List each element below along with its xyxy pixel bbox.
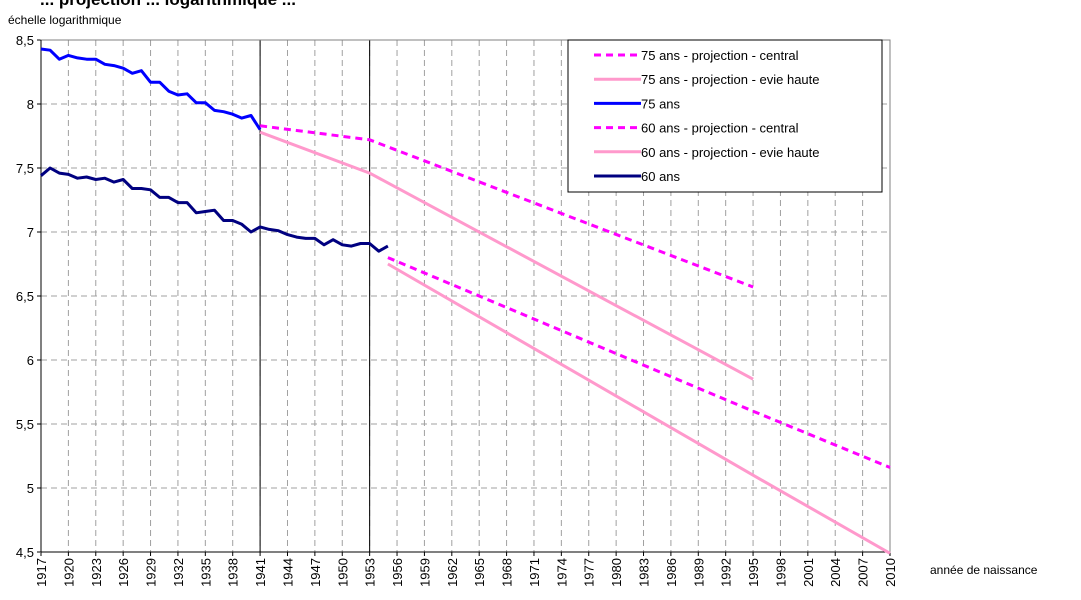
x-tick-label: 2004	[828, 558, 843, 587]
series-line-0	[259, 124, 754, 289]
x-tick-label: 1941	[253, 558, 268, 587]
x-tick-label: 1947	[308, 558, 323, 587]
y-tick-label: 8,5	[16, 33, 34, 48]
x-tick-label: 1950	[335, 558, 350, 587]
legend-label-1: 75 ans - projection - evie haute	[641, 72, 820, 87]
x-tick-label: 1989	[691, 558, 706, 587]
y-tick-label: 8	[27, 97, 34, 112]
x-tick-label: 1926	[116, 558, 131, 587]
y-tick-label: 5	[27, 481, 34, 496]
series-line-1	[259, 130, 754, 381]
x-tick-label: 1938	[226, 558, 241, 587]
x-axis-label: année de naissance	[930, 563, 1038, 577]
x-tick-label: 1971	[527, 558, 542, 587]
x-tick-label: 1962	[445, 558, 460, 587]
legend-label-2: 75 ans	[641, 96, 681, 111]
x-tick-label: 1932	[171, 558, 186, 587]
x-tick-label: 1977	[582, 558, 597, 587]
x-tick-label: 2010	[883, 558, 898, 587]
vertical-markers	[259, 40, 371, 552]
legend-label-4: 60 ans - projection - evie haute	[641, 145, 820, 160]
x-tick-label: 1935	[198, 558, 213, 587]
legend-label-5: 60 ans	[641, 169, 681, 184]
y-axis-label: échelle logarithmique	[8, 13, 122, 27]
x-tick-label: 1953	[363, 558, 378, 587]
series-line-5	[40, 166, 389, 253]
y-tick-label: 7	[27, 225, 34, 240]
x-tick-label: 1965	[472, 558, 487, 587]
x-tick-label: 1992	[719, 558, 734, 587]
x-tick-label: 1998	[773, 558, 788, 587]
legend-box	[567, 39, 883, 193]
x-tick-label: 1974	[554, 558, 569, 587]
x-tick-label: 1986	[664, 558, 679, 587]
x-tick-label: 1968	[500, 558, 515, 587]
axes: 4,5 5 5,5 6 6,5 7 7,5 8 8,5 1917 1920 1923 1926 1929 1…	[16, 33, 898, 587]
y-tick-label: 5,5	[16, 417, 34, 432]
x-tick-label: 1920	[61, 558, 76, 587]
legend-label-0: 75 ans - projection - central	[641, 48, 799, 63]
x-tick-label: 1983	[637, 558, 652, 587]
x-tick-label: 1923	[89, 558, 104, 587]
chart-title: ... projection ... logarithmique ...	[40, 0, 296, 10]
y-tick-label: 4,5	[16, 545, 34, 560]
x-tick-label: 1929	[144, 558, 159, 587]
y-tick-label: 7,5	[16, 161, 34, 176]
series-line-4	[387, 262, 891, 555]
x-tick-label: 1959	[417, 558, 432, 587]
series-line-3	[387, 256, 891, 469]
x-tick-label: 2001	[801, 558, 816, 587]
series-lines	[40, 47, 891, 555]
x-tick-label: 1956	[390, 558, 405, 587]
x-tick-label: 1995	[746, 558, 761, 587]
y-tick-label: 6,5	[16, 289, 34, 304]
series-line-2	[40, 47, 262, 131]
x-tick-label: 2007	[856, 558, 871, 587]
legend-label-3: 60 ans - projection - central	[641, 121, 799, 136]
x-tick-label: 1980	[609, 558, 624, 587]
x-tick-label: 1917	[34, 558, 49, 587]
legend: 75 ans - projection - central 75 ans - pr…	[567, 39, 883, 193]
x-tick-label: 1944	[280, 558, 295, 587]
y-tick-label: 6	[27, 353, 34, 368]
